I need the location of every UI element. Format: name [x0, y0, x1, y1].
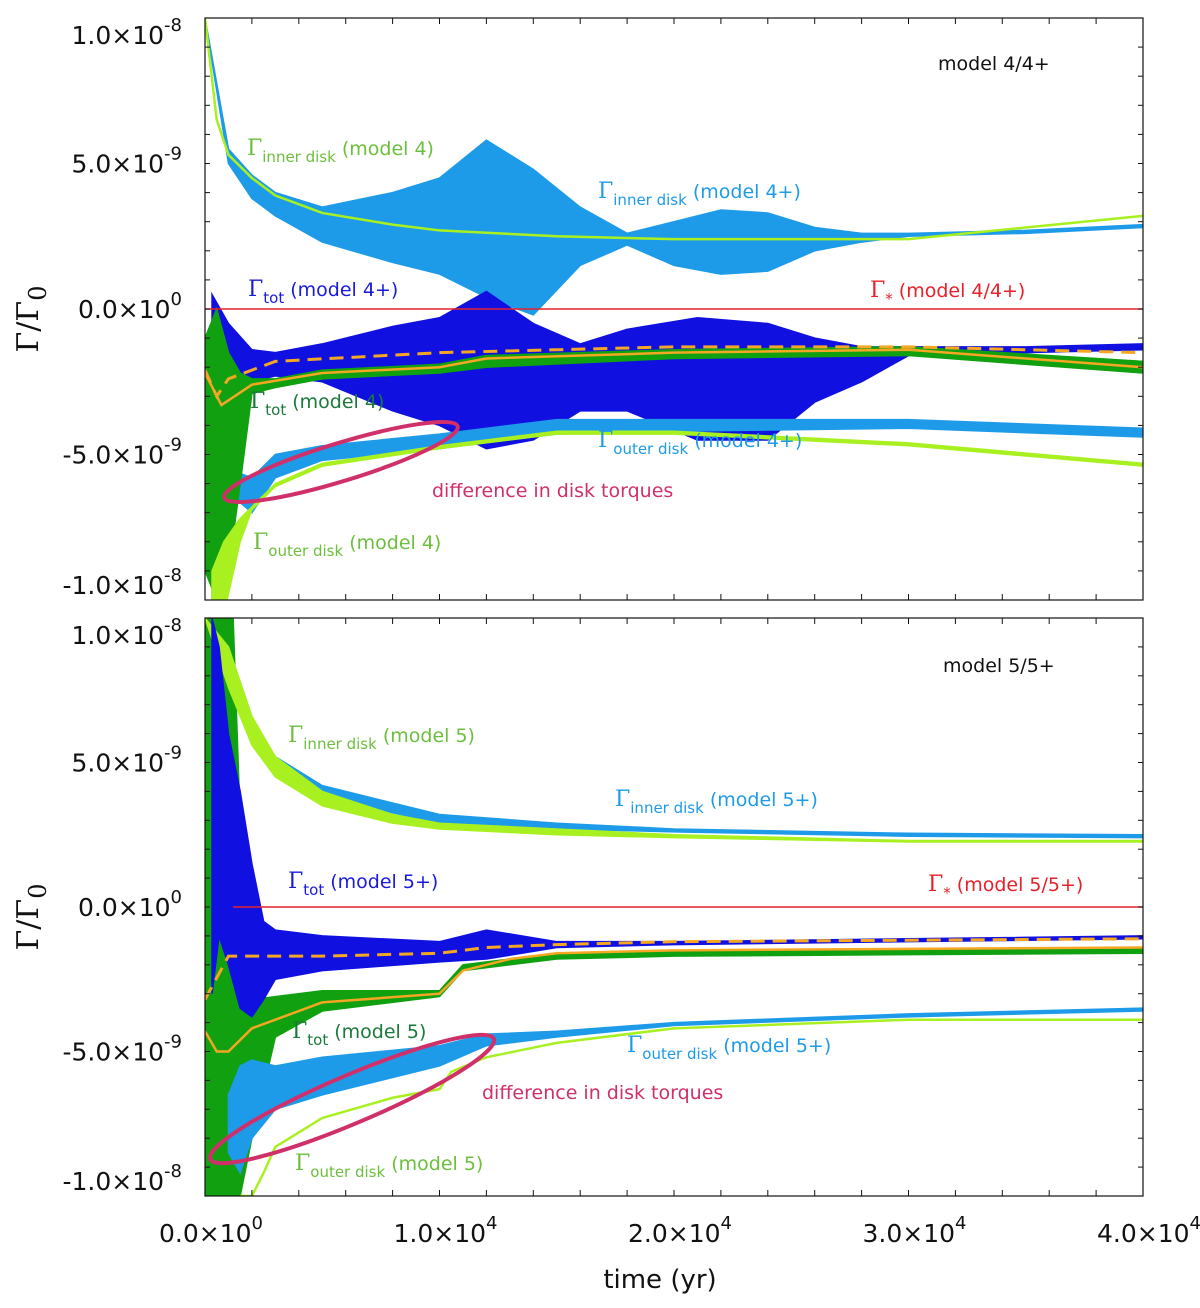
annotation-tot-5p: Γtot (model 5+)	[288, 869, 438, 899]
annotation-inner-4: Γinner disk (model 4)	[247, 136, 434, 166]
panel-2: 1.0×10-8 5.0×10-9 0.0×100 -5.0×10-9 -1.0×10-…	[11, 615, 1200, 1248]
annotation-tot-5: Γtot (model 5)	[292, 1019, 426, 1049]
plot-area	[205, 618, 1143, 1196]
series-outer-disk-model-5	[240, 1018, 1143, 1196]
y-axis-label: Γ/Γ0	[11, 285, 52, 352]
difference-highlight-ellipse	[207, 1032, 497, 1166]
series-tot-model-5-mean	[205, 946, 1143, 1053]
plot-area	[205, 18, 1143, 600]
x-tick-label: 1.0×104	[394, 1213, 498, 1248]
annotation-title: model 4/4+	[938, 53, 1050, 75]
annotation-star: Γ* (model 4/4+)	[870, 278, 1025, 308]
difference-highlight-ellipse	[222, 419, 460, 505]
annotation-outer-5p: Γouter disk (model 5+)	[627, 1033, 831, 1063]
panel-1: 1.0×10-8 5.0×10-9 0.0×100 -5.0×10-9 -1.0×10-…	[11, 15, 1144, 601]
y-tick-label: 1.0×10-8	[72, 15, 182, 50]
series-outer-disk-model-4	[211, 430, 1143, 600]
annotation-outer-4: Γouter disk (model 4)	[253, 530, 441, 560]
x-axis-label: time (yr)	[603, 1265, 716, 1295]
annotation-star: Γ* (model 5/5+)	[928, 872, 1083, 902]
series-tot-model-5	[211, 618, 1143, 1018]
annotation-tot-4p: Γtot (model 4+)	[248, 277, 398, 307]
annotation-outer-5: Γouter disk (model 5)	[295, 1151, 483, 1181]
series-tot-model-4-mean	[205, 345, 1143, 400]
y-tick-label: -5.0×10-9	[63, 1032, 183, 1067]
y-tick-label: 0.0×100	[78, 289, 182, 324]
y-axis-label: Γ/Γ0	[11, 883, 52, 950]
series-tot-model-5-mean	[205, 937, 1143, 1001]
y-tick-label: 5.0×10-9	[72, 743, 182, 778]
x-tick-label: 0.0×100	[159, 1213, 263, 1248]
annotation-diff: difference in disk torques	[482, 1082, 723, 1104]
series-inner-disk-model-4	[205, 18, 1143, 316]
x-tick-label: 4.0×104	[1097, 1213, 1200, 1248]
annotation-inner-4p: Γinner disk (model 4+)	[598, 179, 801, 209]
series-tot-model-4	[211, 290, 1143, 450]
y-tick-label: 0.0×100	[78, 887, 182, 922]
series-tot-model-4-mean	[205, 348, 1143, 407]
y-tick-label: -1.0×10-8	[63, 565, 183, 600]
annotation-inner-5p: Γinner disk (model 5+)	[615, 787, 818, 817]
y-tick-label: 5.0×10-9	[72, 144, 182, 179]
y-tick-label: -5.0×10-9	[63, 435, 183, 470]
series-outer-disk-model-5	[227, 1007, 1143, 1175]
annotation-title: model 5/5+	[943, 655, 1055, 677]
series-inner-disk-model-4	[205, 18, 1143, 241]
annotation-inner-5: Γinner disk (model 5)	[288, 723, 475, 753]
y-tick-label: -1.0×10-8	[63, 1161, 183, 1196]
annotation-diff: difference in disk torques	[432, 480, 673, 502]
x-tick-label: 3.0×104	[863, 1213, 967, 1248]
annotation-tot-4: Γtot (model 4)	[250, 389, 384, 419]
y-tick-label: 1.0×10-8	[72, 615, 182, 650]
x-tick-label: 2.0×104	[628, 1213, 732, 1248]
series-inner-disk-model-5	[205, 618, 1143, 843]
annotation-outer-4p: Γouter disk (model 4+)	[598, 428, 802, 458]
